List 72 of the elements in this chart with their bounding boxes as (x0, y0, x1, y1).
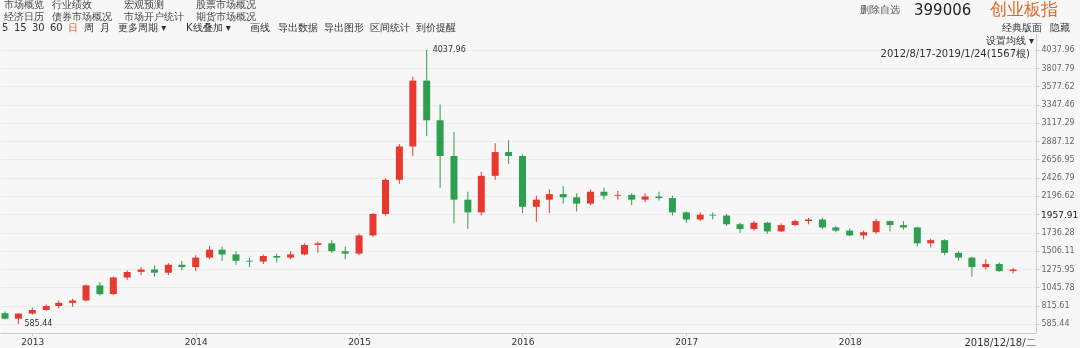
candlestick (491, 142, 499, 181)
candlestick (736, 222, 744, 234)
text: 市场开户统计 (124, 11, 184, 22)
x-tick-label: 2018 (838, 336, 862, 347)
y-tick-label: 1736.28 (1041, 228, 1075, 237)
candlestick (968, 256, 976, 278)
candlestick (369, 212, 377, 238)
y-tick-label: 3577.62 (1041, 81, 1075, 91)
text: 2018/12/18/二 (964, 337, 1036, 348)
candlestick (886, 219, 894, 232)
candlestick (464, 191, 472, 230)
candlestick (545, 188, 553, 214)
candlestick (314, 241, 322, 254)
y-tick-label: 4037.96 (1041, 45, 1075, 55)
text: 60 (50, 22, 63, 33)
candlestick (532, 195, 540, 223)
text: 导出图形 (324, 22, 364, 33)
candlestick (641, 192, 649, 203)
text: 债券市场概况 (52, 11, 112, 22)
candlestick (573, 192, 581, 213)
candlestick (655, 191, 663, 201)
y-tick-label: 1506.11 (1041, 246, 1075, 256)
y-tick-label: 3117.29 (1041, 118, 1075, 128)
y-tick-label: 1275.95 (1041, 264, 1075, 274)
x-tick-label: 2014 (184, 336, 208, 347)
text: 日 (68, 22, 78, 33)
text: 宏观预测 (124, 0, 164, 10)
y-tick-label: 3807.79 (1041, 63, 1075, 73)
text: 周 (84, 22, 94, 33)
y-tick-label: 3347.46 (1041, 100, 1075, 110)
x-tick-label: 2016 (511, 336, 535, 347)
text: 画线 (250, 22, 270, 33)
text: 1957.91 (1041, 210, 1079, 220)
text: 隐藏 (1050, 22, 1070, 33)
text: 30 (32, 22, 45, 33)
text: 导出数据 (278, 22, 318, 33)
text: 月 (100, 22, 110, 33)
x-tick-label: 2013 (21, 336, 45, 347)
text: K线叠加 ▾ (186, 22, 231, 33)
y-tick-label: 2656.95 (1041, 154, 1075, 164)
text: 期货市场概况 (196, 11, 256, 22)
candlestick (232, 250, 240, 266)
annotation: 4037.96 (432, 44, 466, 54)
annotation: 2012/8/17-2019/1/24(1567根) (880, 48, 1031, 59)
candlestick (709, 211, 717, 221)
y-tick-label: 585.44 (1041, 319, 1070, 329)
text: 5 (2, 22, 9, 33)
y-tick-label: 2426.79 (1041, 173, 1075, 183)
text: 经典版面 (1002, 22, 1042, 33)
text: 399006 (914, 1, 972, 19)
text: 区间统计 (370, 22, 410, 33)
x-tick-label: 2015 (348, 336, 372, 347)
candlestick (600, 187, 608, 201)
text: 股票市场概况 (196, 0, 256, 10)
text: 市场概览 (4, 0, 44, 10)
text: 创业板指 (990, 0, 1058, 19)
y-tick-label: 815.61 (1041, 301, 1070, 311)
candlestick (505, 139, 513, 165)
annotation: 585.44 (24, 318, 53, 328)
text: 更多周期 ▾ (118, 22, 167, 33)
text: 15 (14, 22, 27, 33)
y-tick-label: 1045.78 (1041, 282, 1075, 292)
text: 经济日历 (4, 11, 44, 22)
annotation: 设置均线 ▾ (985, 35, 1034, 46)
x-tick-label: 2017 (675, 336, 699, 347)
candlestick (668, 195, 676, 217)
text: 行业绩效 (52, 0, 92, 10)
y-tick-label: 2196.62 (1041, 191, 1075, 201)
text: 到价提醒 (416, 22, 456, 33)
y-tick-label: 2887.12 (1041, 136, 1075, 146)
text: 删除自选 (860, 4, 900, 15)
candlestick (355, 233, 363, 256)
